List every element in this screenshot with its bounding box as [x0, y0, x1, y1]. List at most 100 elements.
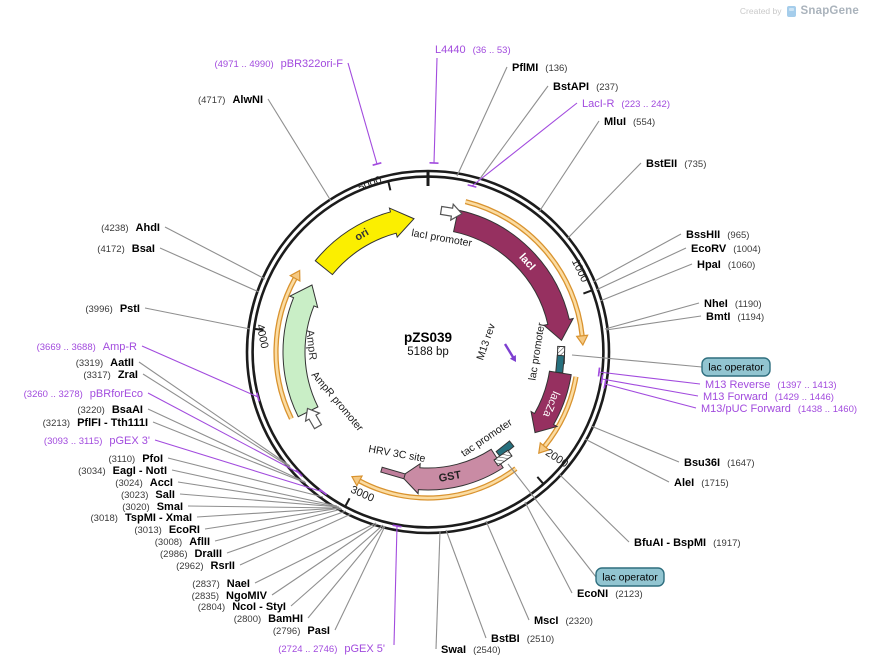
site-label-RsrII[interactable]: (2962) RsrII	[176, 560, 235, 572]
site-label-PstI[interactable]: (3996) PstI	[85, 303, 140, 315]
site-label-PfoI[interactable]: (3110) PfoI	[108, 453, 163, 465]
callout-line-M13-Forward	[601, 378, 699, 397]
site-label-BmtI[interactable]: BmtI (1194)	[706, 311, 764, 323]
feature-lacZa[interactable]	[530, 370, 572, 434]
site-label-NheI[interactable]: NheI (1190)	[704, 298, 762, 310]
feature-lacI[interactable]	[452, 209, 575, 342]
lac-operator-badge-1[interactable]	[701, 357, 771, 377]
watermark-prefix: Created by	[739, 6, 782, 16]
AmpR-promoter-arrow[interactable]	[301, 404, 325, 430]
site-label-AleI[interactable]: AleI (1715)	[674, 477, 729, 489]
site-label-MluI[interactable]: MluI (554)	[604, 116, 655, 128]
site-label-NgoMIV[interactable]: (2835) NgoMIV	[192, 590, 268, 602]
site-label-MscI[interactable]: MscI (2320)	[534, 615, 593, 627]
site-label-NaeI[interactable]: (2837) NaeI	[192, 578, 250, 590]
site-label-SwaI[interactable]: SwaI (2540)	[441, 644, 501, 656]
site-label-BstEII[interactable]: BstEII (735)	[646, 158, 706, 170]
lacI-promoter-arrow[interactable]	[439, 202, 463, 222]
primer-label-Amp-R[interactable]: (3669 .. 3688) Amp-R	[37, 341, 137, 353]
lac-promoter-label: lac promoter	[527, 321, 548, 381]
site-label-SalI[interactable]: (3023) SalI	[121, 489, 175, 501]
lac-operator-badge-2[interactable]	[595, 567, 665, 587]
bp-tick-3000	[344, 497, 351, 507]
snapgene-brand: SnapGene	[800, 5, 859, 17]
callout-line-M13-Reverse	[598, 371, 701, 385]
site-label-PflMI[interactable]: PflMI (136)	[512, 62, 567, 74]
primer-label-pBR322ori-F[interactable]: (4971 .. 4990) pBR322ori-F	[214, 58, 343, 70]
callout-line-PasI	[334, 525, 386, 631]
primer-tick-pGEX-3-	[318, 488, 328, 496]
site-label-BstBI[interactable]: BstBI (2510)	[491, 633, 554, 645]
callout-line-ZraI	[142, 373, 291, 468]
snapgene-watermark: Created by SnapGene	[740, 5, 859, 17]
primer-label-pGEX-3-[interactable]: (3093 .. 3115) pGEX 3'	[44, 435, 150, 447]
primer-label-M13-Forward[interactable]: M13 Forward (1429 .. 1446)	[703, 391, 834, 403]
primer-tick-pBRforEco	[295, 469, 303, 477]
site-label-EcoRI[interactable]: (3013) EcoRI	[134, 524, 200, 536]
transcript-arc-core-3	[358, 467, 517, 500]
callout-line-DraIII	[226, 510, 347, 554]
site-label-AccI[interactable]: (3024) AccI	[115, 477, 173, 489]
site-label-AatII[interactable]: (3319) AatII	[76, 357, 134, 369]
feature-ori[interactable]	[314, 207, 415, 276]
site-label-AflII[interactable]: (3008) AflII	[155, 536, 210, 548]
site-label-BstAPI[interactable]: BstAPI (237)	[553, 81, 618, 93]
snapgene-logo-icon	[786, 5, 796, 17]
primer-label-M13-Reverse[interactable]: M13 Reverse (1397 .. 1413)	[705, 379, 837, 391]
site-label-EcoRV[interactable]: EcoRV (1004)	[691, 243, 761, 255]
site-label-EagI-NotI[interactable]: (3034) EagI - NotI	[78, 465, 167, 477]
feature-AmpR[interactable]	[282, 284, 319, 418]
site-label-SmaI[interactable]: (3020) SmaI	[122, 501, 183, 513]
callout-line-BstEII	[566, 162, 642, 240]
site-label-HpaI[interactable]: HpaI (1060)	[697, 259, 755, 271]
m13-rev-arrow[interactable]	[503, 343, 515, 360]
site-label-PasI[interactable]: (2796) PasI	[273, 625, 330, 637]
site-label-AhdI[interactable]: (4238) AhdI	[101, 222, 160, 234]
callout-line-MluI	[538, 120, 600, 213]
bp-tick-5000	[387, 181, 392, 191]
site-label-Bsu36I[interactable]: Bsu36I (1647)	[684, 457, 755, 469]
callout-line-BssHII	[592, 233, 682, 283]
primer-tick-pGEX-5-	[392, 524, 402, 528]
lac-operator-site-2[interactable]	[493, 449, 513, 467]
primer-label-M13-pUC-Forward[interactable]: M13/pUC Forward (1438 .. 1460)	[701, 403, 857, 415]
callout-line-pGEX-3-	[154, 439, 324, 493]
transcript-arrowhead-1	[575, 334, 589, 347]
site-label-DraIII[interactable]: (2986) DraIII	[160, 548, 222, 560]
callout-line-NcoI-StyI	[290, 524, 384, 607]
bp-label-2000: 2000	[543, 447, 570, 470]
callout-line-EcoNI	[524, 501, 573, 594]
site-label-AlwNI[interactable]: (4717) AlwNI	[198, 94, 263, 106]
site-label-BamHI[interactable]: (2800) BamHI	[234, 613, 303, 625]
site-label-BsaI[interactable]: (4172) BsaI	[97, 243, 155, 255]
primer-label-pBRforEco[interactable]: (3260 .. 3278) pBRforEco	[24, 388, 143, 400]
callout-line-EagI-NotI	[171, 469, 338, 507]
bp-tick-4000	[254, 327, 264, 332]
callout-line-pGEX-5-	[393, 525, 398, 646]
callout-line-SmaI	[187, 505, 341, 509]
primer-label-pGEX-5-[interactable]: (2724 .. 2746) pGEX 5'	[278, 643, 385, 655]
callout-line-BstAPI	[478, 85, 549, 181]
site-label-NcoI-StyI[interactable]: (2804) NcoI - StyI	[198, 601, 286, 613]
callout-line-NgoMIV	[271, 523, 378, 596]
primer-label-L4440[interactable]: L4440 (36 .. 53)	[435, 44, 511, 56]
site-label-BsaAI[interactable]: (3220) BsaAI	[77, 404, 143, 416]
primer-tick-M13-Reverse	[597, 367, 601, 377]
callout-line-AleI	[584, 438, 670, 483]
site-label-BssHII[interactable]: BssHII (965)	[686, 229, 749, 241]
callout-line-Amp-R	[141, 345, 259, 398]
bp-label-4000: 4000	[254, 323, 271, 349]
site-label-EcoNI[interactable]: EcoNI (2123)	[577, 588, 643, 600]
hrv-3c-site-box[interactable]	[380, 466, 406, 480]
feature-label-GST: GST	[438, 469, 463, 485]
site-label-TspMI-XmaI[interactable]: (3018) TspMI - XmaI	[91, 512, 193, 524]
site-label-BfuAI-BspMI[interactable]: BfuAI - BspMI (1917)	[634, 537, 741, 549]
primer-label-LacI-R[interactable]: LacI-R (223 .. 242)	[582, 98, 670, 110]
transcript-arc-core-2	[543, 376, 578, 448]
callout-line-PfoI	[167, 457, 324, 498]
site-label-PflFI-Tth111I[interactable]: (3213) PflFI - Tth111I	[43, 417, 148, 429]
site-label-ZraI[interactable]: (3317) ZraI	[83, 369, 138, 381]
lac-promoter-site-1[interactable]	[555, 354, 565, 374]
transcript-arc-core-1	[465, 200, 584, 336]
